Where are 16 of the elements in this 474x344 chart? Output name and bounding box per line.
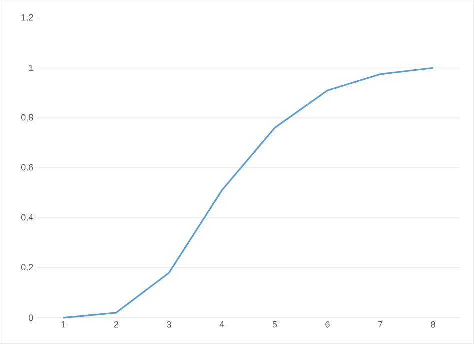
y-tick-label: 0 (28, 314, 34, 322)
x-tick-label: 6 (326, 321, 330, 328)
y-tick-label: 0,2 (21, 264, 34, 272)
y-tick-label: 0,4 (21, 214, 34, 222)
y-tick-label: 1 (29, 64, 34, 72)
line-series (62, 67, 434, 319)
y-tick-label: 1,2 (22, 14, 34, 22)
x-tick-label: 8 (431, 321, 436, 328)
x-tick-label: 5 (272, 321, 278, 328)
x-tick-label: 1 (62, 321, 66, 328)
y-tick-label: 0,6 (21, 164, 34, 172)
x-tick-label: 7 (378, 321, 383, 328)
x-tick-label: 4 (220, 321, 224, 328)
y-tick-label: 0,8 (21, 114, 34, 122)
x-tick-label: 2 (114, 321, 118, 328)
x-tick-label: 3 (167, 321, 172, 328)
